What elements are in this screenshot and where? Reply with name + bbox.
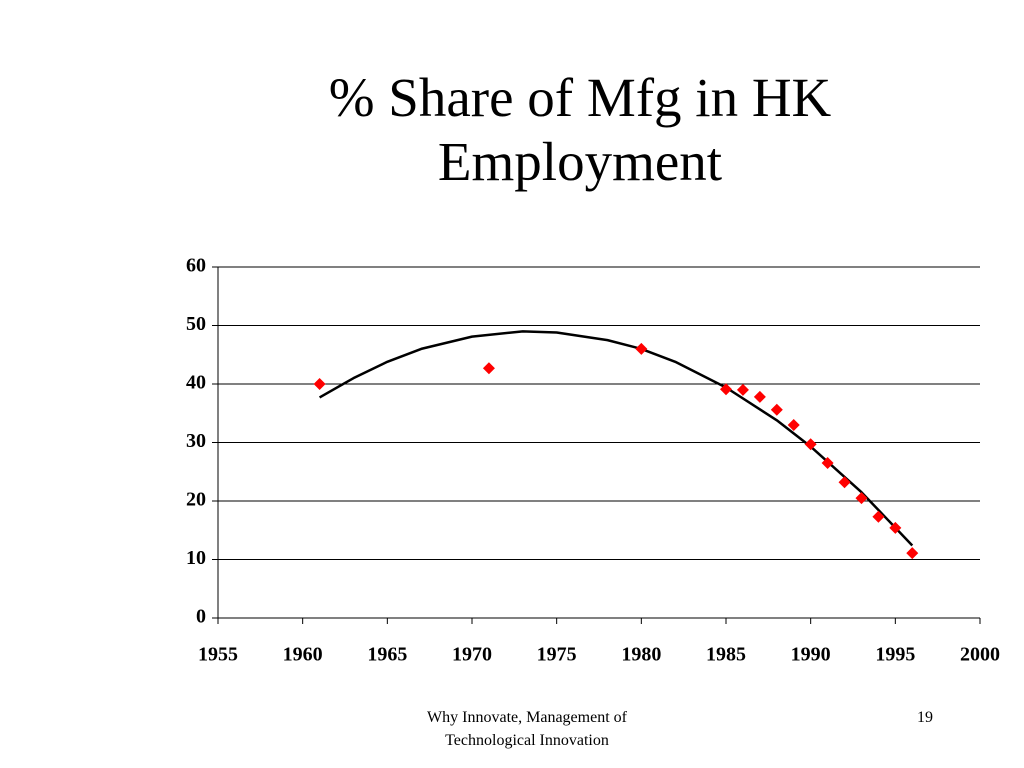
data-point <box>872 510 885 523</box>
data-point <box>482 362 495 375</box>
chart-title: % Share of Mfg in HK Employment <box>328 67 832 192</box>
y-tick-label: 0 <box>196 606 206 628</box>
data-point <box>770 403 783 416</box>
x-tick-label: 1995 <box>875 644 915 666</box>
y-tick-label: 20 <box>186 489 206 511</box>
x-tick-label: 1985 <box>706 644 746 666</box>
x-tick-label: 2000 <box>960 644 1000 666</box>
y-tick-label: 60 <box>186 255 206 277</box>
data-point <box>889 521 902 534</box>
x-tick-label: 1955 <box>198 644 238 666</box>
data-point <box>720 383 732 396</box>
data-point <box>736 383 749 396</box>
footer-line: Technological Innovation <box>445 732 609 749</box>
data-point <box>838 476 851 489</box>
x-tick-label: 1960 <box>283 644 323 666</box>
footer-line: Why Innovate, Management of <box>427 709 627 726</box>
x-tick-label: 1965 <box>367 644 407 666</box>
y-tick-label: 30 <box>186 430 206 452</box>
data-point <box>855 492 868 505</box>
page-number: 19 <box>917 709 933 726</box>
y-tick-label: 10 <box>186 547 206 569</box>
data-point <box>821 456 834 469</box>
data-point <box>313 378 326 390</box>
x-tick-label: 1975 <box>537 644 577 666</box>
data-point <box>906 547 919 560</box>
y-tick-label: 40 <box>186 372 206 394</box>
x-tick-label: 1980 <box>621 644 661 666</box>
x-tick-label: 1970 <box>452 644 492 666</box>
data-point <box>804 438 817 451</box>
y-tick-label: 50 <box>186 313 206 335</box>
data-point <box>753 390 766 403</box>
x-tick-label: 1990 <box>791 644 831 666</box>
data-point <box>787 418 800 431</box>
data-point <box>635 342 648 355</box>
footer: Why Innovate, Management of Technologica… <box>377 706 677 752</box>
trend-line <box>318 330 914 547</box>
